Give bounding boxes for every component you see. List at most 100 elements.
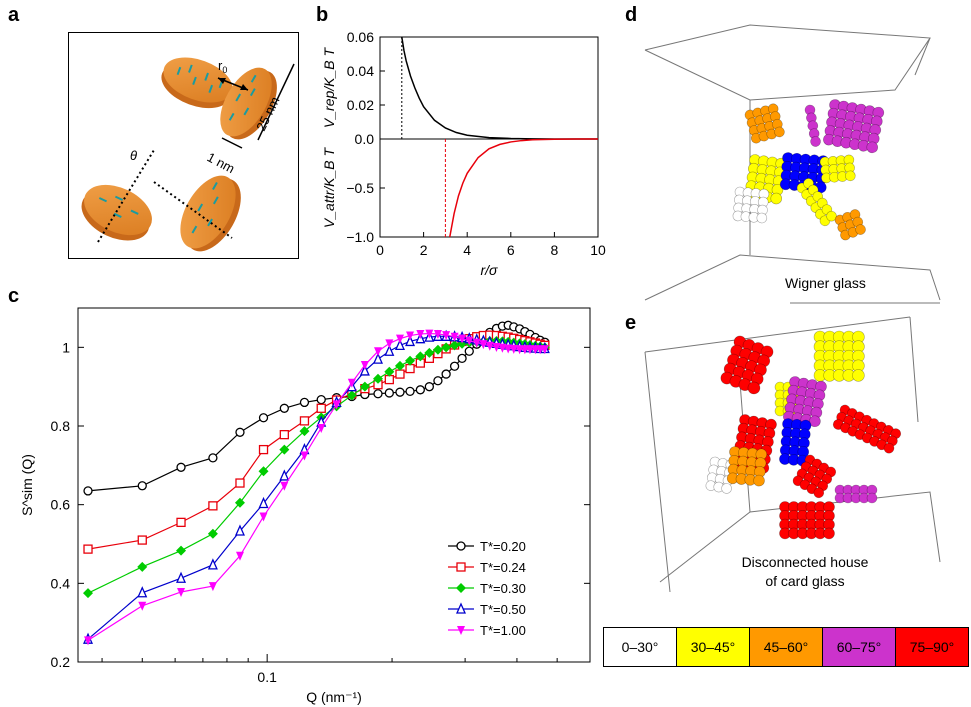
xtick-label: 6 — [507, 242, 515, 258]
sphere — [826, 210, 837, 222]
sphere — [809, 415, 821, 428]
ytick-label-top: 0.02 — [347, 97, 374, 113]
cluster-orange-e — [726, 446, 768, 487]
legend-label: T*=0.30 — [480, 581, 526, 596]
panel-b-chart: 0.06 0.04 0.02 0.0 −0.5 −1.00 2 4 6 8 10 r/σ V_rep/K… — [321, 29, 606, 278]
sphere — [866, 141, 879, 154]
point-marker — [492, 342, 501, 352]
cluster-blue-e — [779, 418, 812, 467]
xtick-label: 10 — [590, 242, 606, 258]
point-marker — [138, 601, 147, 611]
cluster-magenta-small — [804, 104, 821, 147]
point-marker — [394, 338, 405, 351]
caption-d: Wigner glass — [785, 275, 866, 291]
cluster-orange-2 — [834, 209, 866, 241]
point-marker — [346, 390, 357, 401]
ytick-label-bottom: −0.5 — [346, 180, 374, 196]
point-marker — [442, 331, 451, 341]
point-marker — [300, 451, 309, 461]
point-marker — [395, 369, 405, 379]
panel-label-a: a — [8, 4, 20, 26]
cluster-magenta — [823, 99, 885, 154]
point-marker — [360, 361, 369, 371]
sphere — [756, 212, 768, 224]
thickness-arrow — [221, 137, 243, 149]
point-marker — [479, 340, 488, 350]
point-marker — [207, 528, 218, 539]
point-marker — [515, 345, 524, 355]
point-marker — [374, 347, 383, 357]
point-marker — [83, 544, 93, 554]
ytick-label-top: 0.06 — [347, 29, 374, 45]
xtick-label: 0.1 — [257, 669, 277, 685]
point-marker — [498, 343, 507, 353]
point-marker — [258, 413, 269, 423]
point-marker — [405, 334, 416, 347]
point-marker — [84, 636, 93, 646]
point-marker — [207, 558, 218, 570]
point-marker — [299, 416, 310, 426]
point-marker — [405, 363, 415, 374]
ytick-label: 0.8 — [51, 418, 71, 434]
colorbar-cell-2: 45–60° — [750, 628, 823, 666]
disk-4 — [180, 175, 241, 252]
point-marker — [465, 336, 474, 346]
point-marker — [279, 403, 289, 413]
series-3 — [83, 329, 550, 644]
point-marker — [299, 426, 310, 437]
point-marker — [176, 571, 187, 583]
theta-label: θ — [130, 148, 137, 163]
point-marker — [279, 444, 290, 455]
sphere — [855, 224, 866, 235]
point-marker — [415, 385, 425, 395]
cluster-white — [732, 186, 770, 224]
xtick-label: 0 — [376, 242, 384, 258]
legend-label: T*=1.00 — [480, 623, 526, 638]
series-1 — [83, 330, 550, 554]
point-marker — [540, 345, 549, 355]
point-marker — [432, 344, 443, 355]
panel-b-ylabel-bottom: V_attr/K_B T — [321, 146, 337, 228]
caption-e-line2: of card glass — [765, 573, 844, 589]
point-marker — [359, 364, 370, 376]
point-marker — [455, 602, 467, 614]
panel-label-e: e — [625, 312, 637, 334]
point-marker — [316, 403, 326, 413]
point-marker — [373, 373, 384, 384]
disk-3 — [81, 184, 152, 241]
point-marker — [458, 334, 467, 344]
series-0 — [83, 320, 550, 496]
cluster-red-1 — [720, 335, 774, 395]
point-marker — [359, 381, 370, 392]
point-marker — [525, 345, 534, 355]
panel-c-chart: 1 0.8 0.6 0.4 0.2 0.1 Q (nm⁻¹) S^sim (Q) T*=0.20… — [19, 307, 591, 705]
point-marker — [235, 427, 245, 437]
point-marker — [384, 388, 394, 398]
point-marker — [317, 423, 326, 433]
point-marker — [520, 345, 529, 355]
cluster-red-4 — [792, 454, 837, 499]
series-4 — [84, 329, 549, 646]
point-marker — [137, 535, 147, 545]
point-marker — [177, 587, 186, 597]
rep-curve — [401, 36, 598, 140]
point-marker — [424, 347, 435, 358]
point-marker — [472, 338, 481, 348]
point-marker — [373, 352, 384, 364]
sphere — [770, 192, 783, 205]
sphere — [721, 483, 732, 494]
point-marker — [234, 524, 245, 536]
panel-c-xlabel: Q (nm⁻¹) — [306, 689, 362, 705]
colorbar-cell-4: 75–90° — [896, 628, 968, 666]
sphere — [866, 492, 878, 504]
series-line — [87, 334, 545, 550]
point-marker — [83, 588, 94, 599]
sphere — [813, 487, 825, 499]
sphere — [823, 527, 835, 540]
point-marker — [416, 329, 425, 339]
panel-c-frame — [77, 307, 591, 663]
point-marker — [441, 342, 452, 353]
point-marker — [280, 481, 289, 491]
point-marker — [347, 378, 356, 388]
point-marker — [384, 366, 395, 377]
